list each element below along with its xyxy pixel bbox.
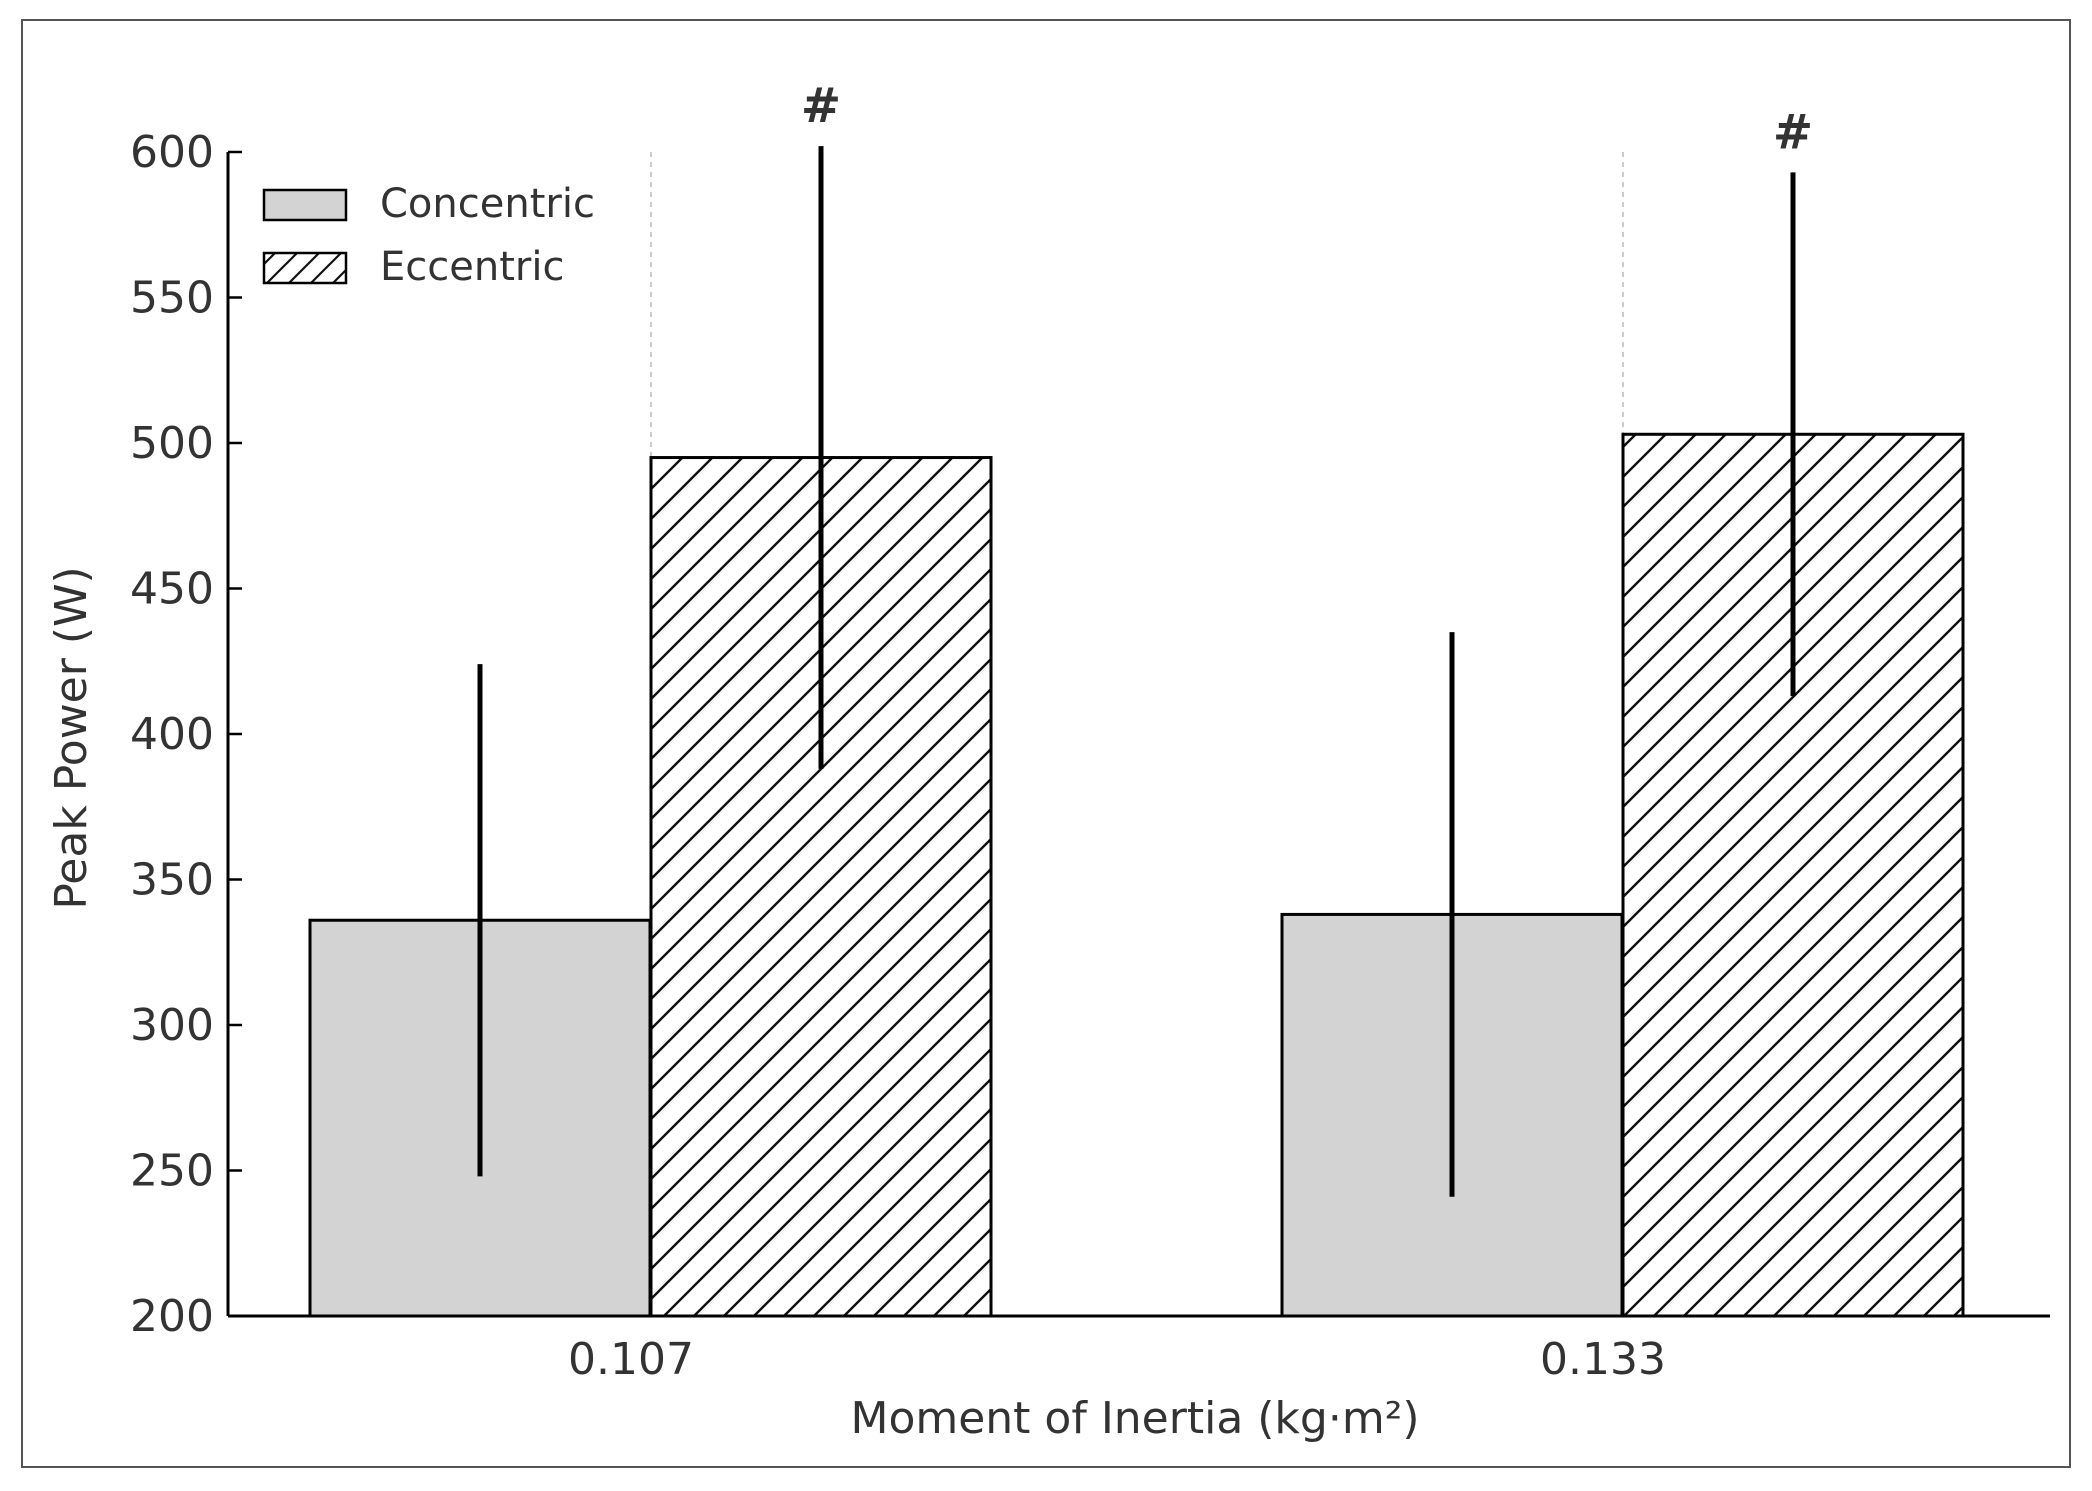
x-tick-label: 0.133 bbox=[1540, 1334, 1666, 1385]
y-tick-label: 300 bbox=[130, 1000, 214, 1051]
y-tick-label: 600 bbox=[130, 127, 214, 178]
legend-label-concentric: Concentric bbox=[380, 181, 595, 227]
legend-swatch-eccentric bbox=[262, 251, 348, 285]
y-tick-label: 500 bbox=[130, 418, 214, 469]
legend-label-eccentric: Eccentric bbox=[380, 244, 564, 290]
y-tick-label: 250 bbox=[130, 1146, 214, 1197]
y-tick-label: 200 bbox=[130, 1291, 214, 1342]
significance-marker-1: # bbox=[1773, 104, 1813, 160]
y-axis-label: Peak Power (W) bbox=[46, 566, 97, 909]
y-tick-label: 450 bbox=[130, 564, 214, 615]
x-tick-label: 0.107 bbox=[568, 1334, 694, 1385]
y-tick-label: 550 bbox=[130, 273, 214, 324]
figure-border bbox=[21, 19, 2071, 1468]
y-tick-label: 400 bbox=[130, 709, 214, 760]
significance-marker-0: # bbox=[801, 78, 841, 134]
y-tick-label: 350 bbox=[130, 855, 214, 906]
x-axis-label: Moment of Inertia (kg·m²) bbox=[850, 1393, 1419, 1444]
legend-swatch-concentric bbox=[262, 188, 348, 222]
